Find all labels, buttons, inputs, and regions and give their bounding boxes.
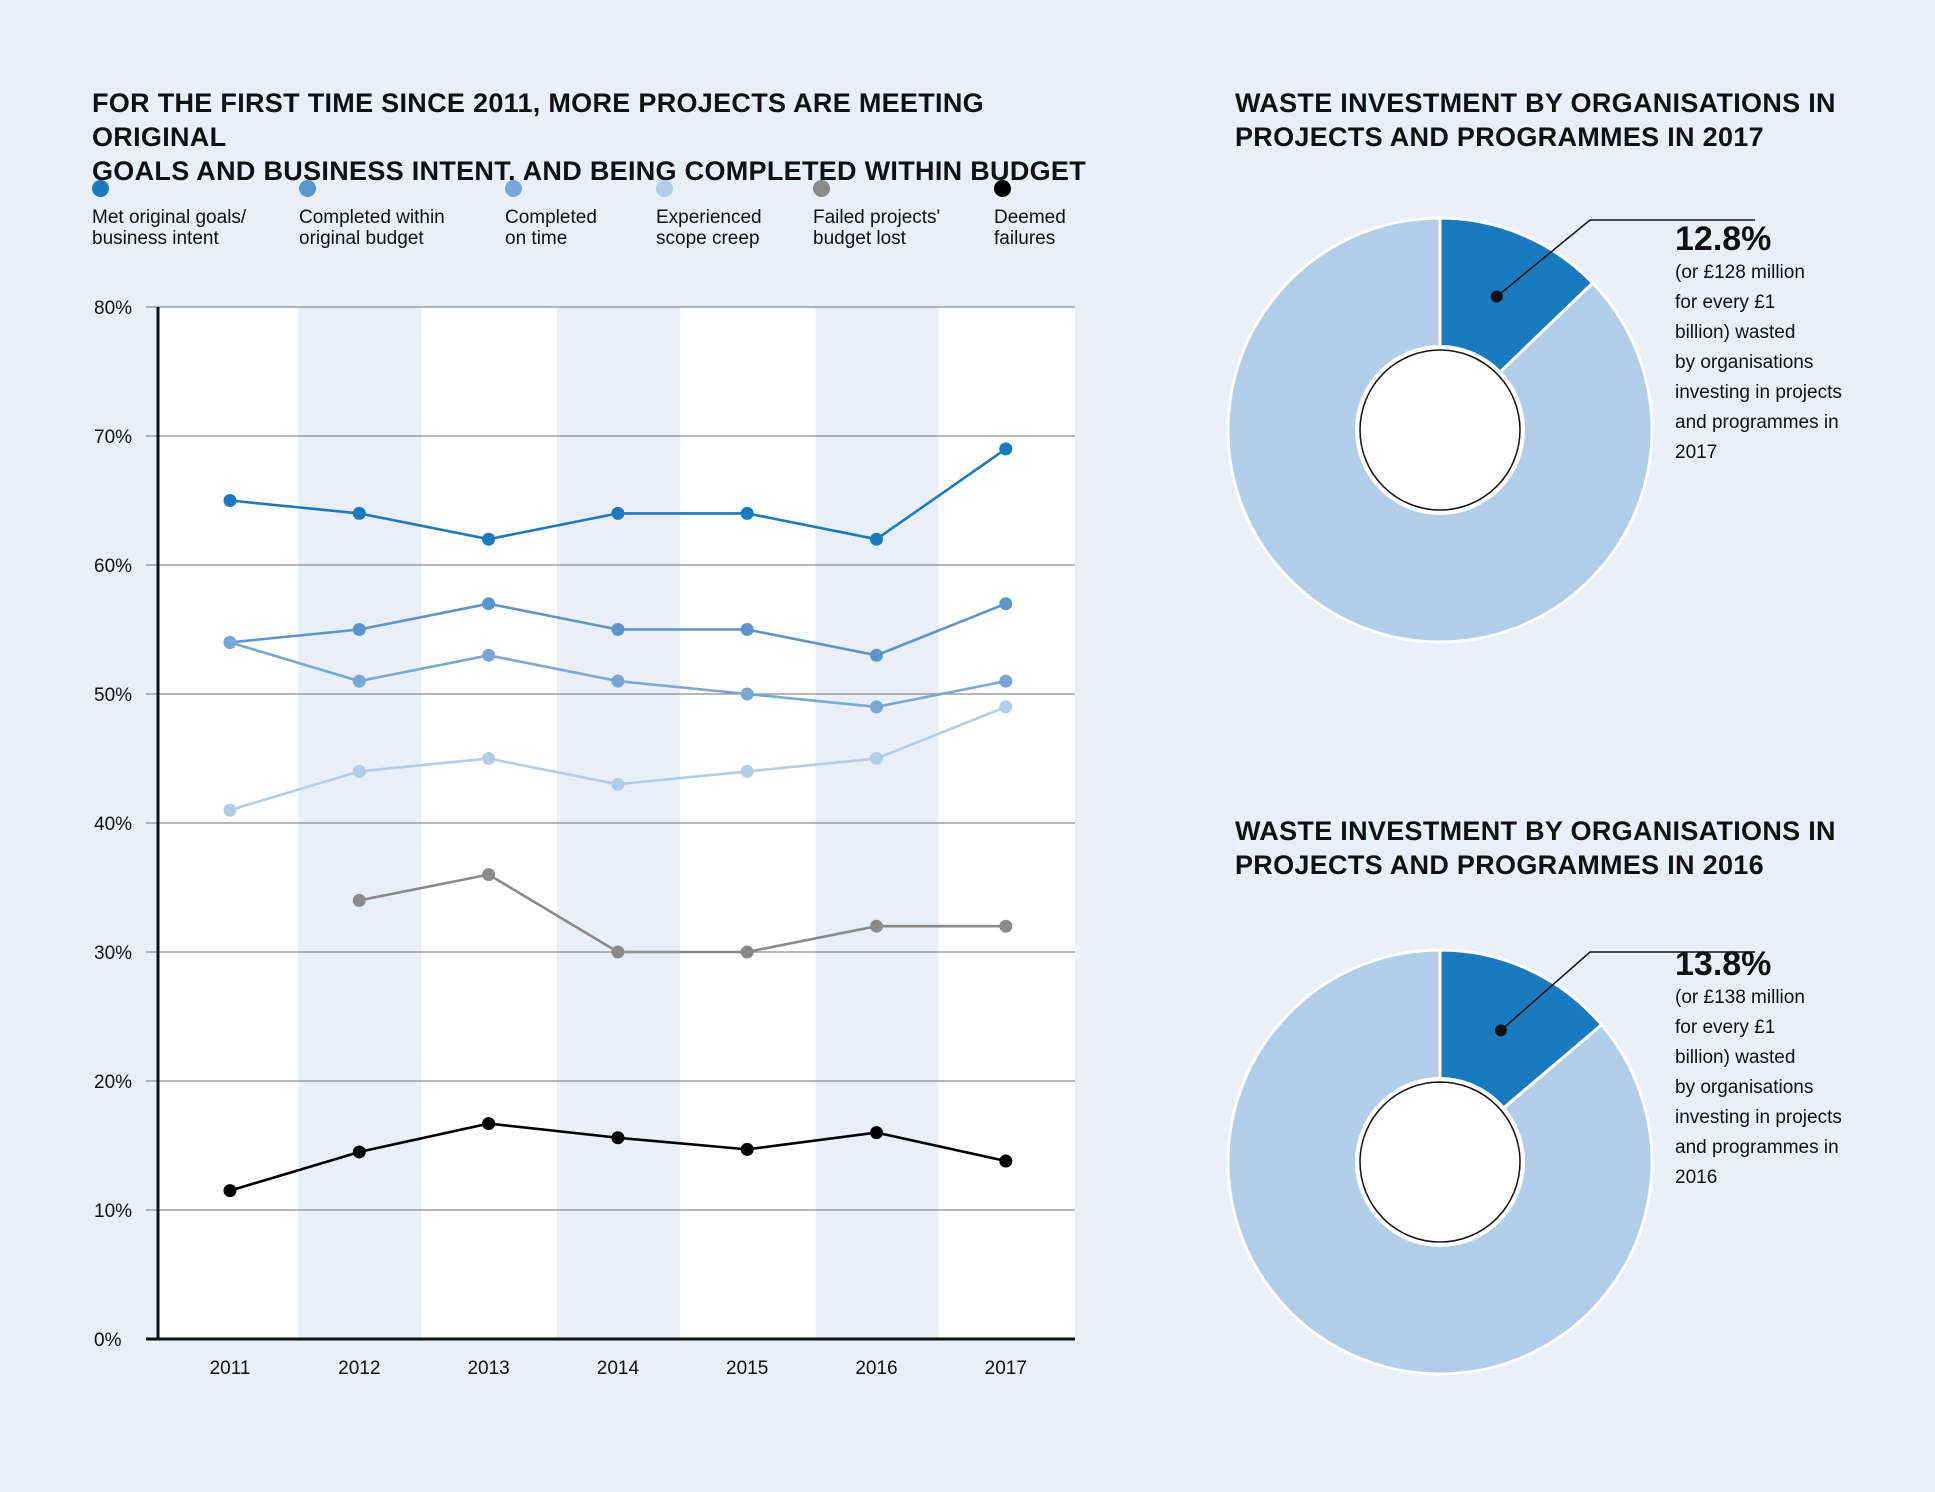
x-tick-label: 2016 [855,1358,897,1379]
y-axis-ticks: 0% 10% 20% 30% 40% 50% 60% 70% 80% [94,298,132,1351]
donut-chart-2017 [1226,216,1755,644]
legend-label-met-goals: Met original goals/ business intent [92,207,247,249]
data-point [482,597,496,611]
data-point [740,1142,754,1156]
y-tick-label: 20% [94,1072,132,1093]
y-tick-label: 50% [94,685,132,706]
data-point [999,700,1013,714]
data-point [870,532,883,546]
callout-2016-text: (or £138 million for every £1 billion) w… [1675,987,1842,1188]
series-points [223,442,1013,1198]
line-chart-title: FOR THE FIRST TIME SINCE 2011, MORE PROJ… [92,88,1087,186]
data-point [223,494,237,507]
legend-label-scope-creep: Experienced scope creep [656,207,762,249]
series-line [359,873,1006,954]
data-point [611,623,625,636]
x-tick-label: 2011 [210,1358,251,1379]
data-point [999,442,1013,456]
x-tick-label: 2015 [726,1358,768,1379]
data-point [870,700,883,714]
y-tick-label: 80% [94,298,132,319]
data-point [870,1126,883,1140]
x-axis-ticks: 2011 2012 2013 2014 2015 2016 2017 [210,1358,1027,1379]
data-point [611,945,625,959]
callout-2017: 12.8% (or £128 million for every £1 bill… [1675,220,1875,468]
leader-dot [1494,1024,1507,1037]
legend-dot-scope-creep [656,180,673,197]
donut-2017-title: WASTE INVESTMENT BY ORGANISATIONS IN PRO… [1235,88,1836,152]
data-point [740,506,754,520]
leader-dot [1490,290,1503,303]
legend-item-within-budget: Completed within original budget [299,180,479,249]
data-point [223,803,237,817]
data-point [482,648,496,662]
data-point [352,893,366,907]
callout-2016-percent: 13.8% [1675,945,1772,983]
legend-dot-on-time [505,180,522,197]
data-point [999,674,1013,688]
data-point [352,764,366,778]
legend-dot-deemed-failures [994,180,1011,197]
donut-chart-2016 [1226,948,1755,1376]
donut-hole [1359,349,1521,511]
legend-item-met-goals: Met original goals/ business intent [92,180,272,249]
leader-line [1496,219,1755,298]
data-point [611,674,625,688]
y-tick-label: 40% [94,814,132,835]
data-point [482,1117,496,1131]
callout-2017-percent: 12.8% [1675,220,1772,258]
data-point [999,919,1013,933]
legend-dot-met-goals [92,180,109,197]
data-point [611,506,625,520]
legend-item-budget-lost: Failed projects' budget lost [813,180,993,249]
y-tick-label: 30% [94,943,132,964]
data-point [352,623,366,636]
data-point [482,532,496,546]
data-point [352,506,366,520]
data-point [870,752,883,765]
x-tick-label: 2013 [467,1358,509,1379]
data-point [352,1145,366,1159]
x-tick-label: 2012 [338,1358,380,1379]
data-point [870,648,883,662]
y-tick-label: 0% [94,1330,122,1351]
legend-label-within-budget: Completed within original budget [299,207,445,249]
chart-legend: Met original goals/ business intent Comp… [92,180,1092,260]
axes [146,307,1075,1341]
data-point [999,1154,1013,1168]
gridlines [146,306,1075,1211]
x-tick-label: 2017 [985,1358,1027,1379]
legend-label-on-time: Completed on time [505,207,597,249]
data-point [223,635,237,649]
data-point [740,945,754,959]
data-point [611,1131,625,1145]
callout-2017-text: (or £128 million for every £1 billion) w… [1675,262,1842,463]
legend-dot-within-budget [299,180,316,197]
callout-2016: 13.8% (or £138 million for every £1 bill… [1675,945,1875,1193]
legend-item-on-time: Completed on time [505,180,685,249]
legend-dot-budget-lost [813,180,830,197]
data-point [870,919,883,933]
data-point [223,1184,237,1198]
data-point [352,674,366,688]
legend-label-budget-lost: Failed projects' budget lost [813,207,941,249]
data-point [740,687,754,701]
data-point [611,777,625,791]
legend-item-scope-creep: Experienced scope creep [656,180,836,249]
donut-2016-title: WASTE INVESTMENT BY ORGANISATIONS IN PRO… [1235,816,1836,880]
x-tick-label: 2014 [597,1358,640,1379]
donut-hole [1359,1081,1521,1243]
legend-label-deemed-failures: Deemed failures [994,207,1066,249]
line-chart: 0%10%20%30%40%50%60%70%80% 2011 2012 2013 2… [94,298,1075,1379]
y-tick-label: 10% [94,1201,132,1222]
y-tick-label: 70% [94,427,132,448]
data-point [999,597,1013,611]
data-point [482,868,496,882]
legend-item-deemed-failures: Deemed failures [994,180,1174,249]
leader-line [1500,951,1755,1031]
data-point [482,752,496,765]
data-point [740,623,754,636]
data-point [740,764,754,778]
y-tick-label: 60% [94,556,132,577]
